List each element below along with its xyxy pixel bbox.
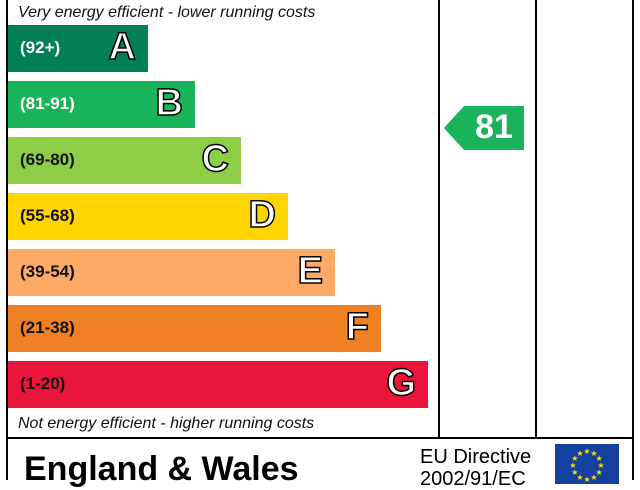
region-title: England & Wales [24,450,299,488]
arrow-badge-icon [444,106,524,150]
top-caption: Very energy efficient - lower running co… [18,4,316,21]
band-range: (21-38) [20,318,75,337]
bottom-caption: Not energy efficient - higher running co… [18,415,315,432]
band-range: (81-91) [20,94,75,113]
band-a: (92+) A [8,25,148,72]
band-letter: A [108,25,137,69]
band-c: (69-80) C [8,137,241,184]
star-icon: ★ [571,454,578,463]
current-rating-value: 81 [475,108,513,146]
star-icon: ★ [571,468,578,477]
band-letter: F [345,305,370,349]
star-icon: ★ [583,447,590,456]
star-icon: ★ [576,473,583,482]
band-g: (1-20) G [8,361,428,408]
band-range: (55-68) [20,206,75,225]
star-icon: ★ [596,468,603,477]
band-d: (55-68) D [8,193,288,240]
star-icon: ★ [569,461,576,470]
band-b: (81-91) B [8,81,195,128]
directive-line-2: 2002/91/EC [420,468,526,490]
current-rating-badge: 81 [444,106,524,150]
eu-flag-icon: ★ ★ ★ ★ ★ ★ ★ ★ ★ ★ ★ ★ [555,444,619,484]
footer-divider [6,437,634,439]
band-letter: C [201,137,230,181]
star-icon: ★ [590,473,597,482]
band-letter: B [155,81,184,125]
band-letter: G [386,361,417,405]
band-f: (21-38) F [8,305,381,352]
band-e: (39-54) E [8,249,335,296]
band-range: (1-20) [20,374,66,393]
potential-column-divider [535,0,537,439]
star-icon: ★ [597,461,604,470]
band-letter: D [248,193,277,237]
left-border [6,0,8,480]
band-range: (39-54) [20,262,75,281]
band-letter: E [297,249,324,293]
star-icon: ★ [596,454,603,463]
star-icon: ★ [576,449,583,458]
right-border [632,0,634,480]
current-column-divider [438,0,440,439]
eu-directive: EU Directive 2002/91/EC [420,446,531,490]
band-range: (92+) [20,38,61,57]
band-range: (69-80) [20,150,75,169]
star-icon: ★ [590,449,597,458]
directive-line-1: EU Directive [420,446,532,468]
